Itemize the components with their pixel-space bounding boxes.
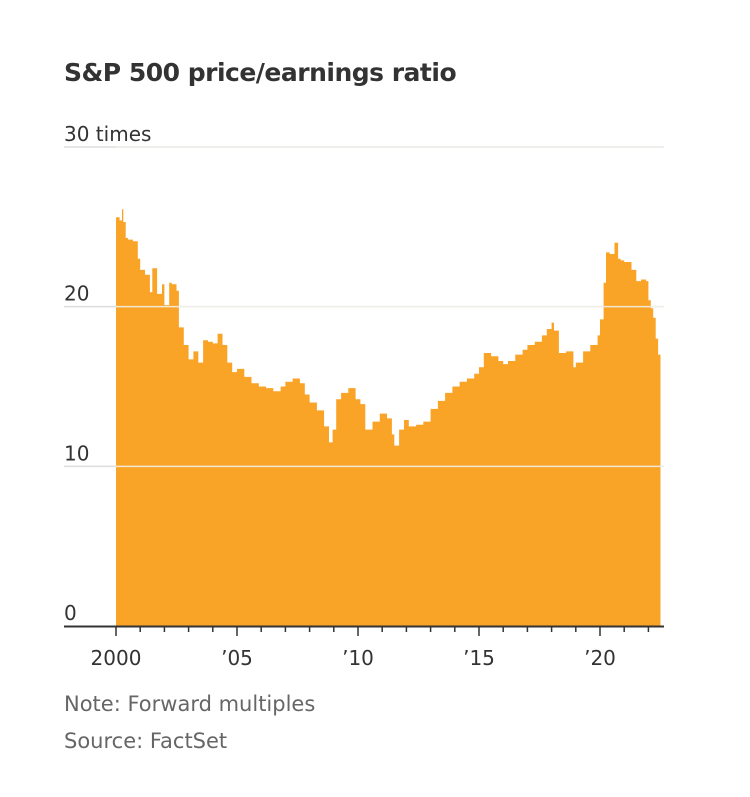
x-tick-label-2020: ’20: [584, 646, 616, 670]
y-tick-label-0: 0: [64, 601, 77, 625]
chart-title: S&P 500 price/earnings ratio: [64, 58, 457, 87]
gridlines-overlay: [116, 146, 664, 468]
footnote: Note: Forward multiples: [64, 692, 316, 716]
y-tick-label-30: 30 times: [64, 122, 151, 146]
y-axis-labels: 0 10 20 30 times: [64, 122, 151, 625]
source-note: Source: FactSet: [64, 729, 228, 753]
x-tick-label-2000: 2000: [91, 646, 142, 670]
y-tick-label-10: 10: [64, 441, 89, 465]
x-tick-label-2015: ’15: [463, 646, 495, 670]
x-tick-label-2005: ’05: [221, 646, 253, 670]
x-axis: 2000 ’05 ’10 ’15 ’20: [64, 625, 664, 670]
x-tick-label-2010: ’10: [342, 646, 374, 670]
series-area-path: [116, 209, 661, 627]
series-area: [116, 209, 661, 627]
y-tick-label-20: 20: [64, 282, 89, 306]
